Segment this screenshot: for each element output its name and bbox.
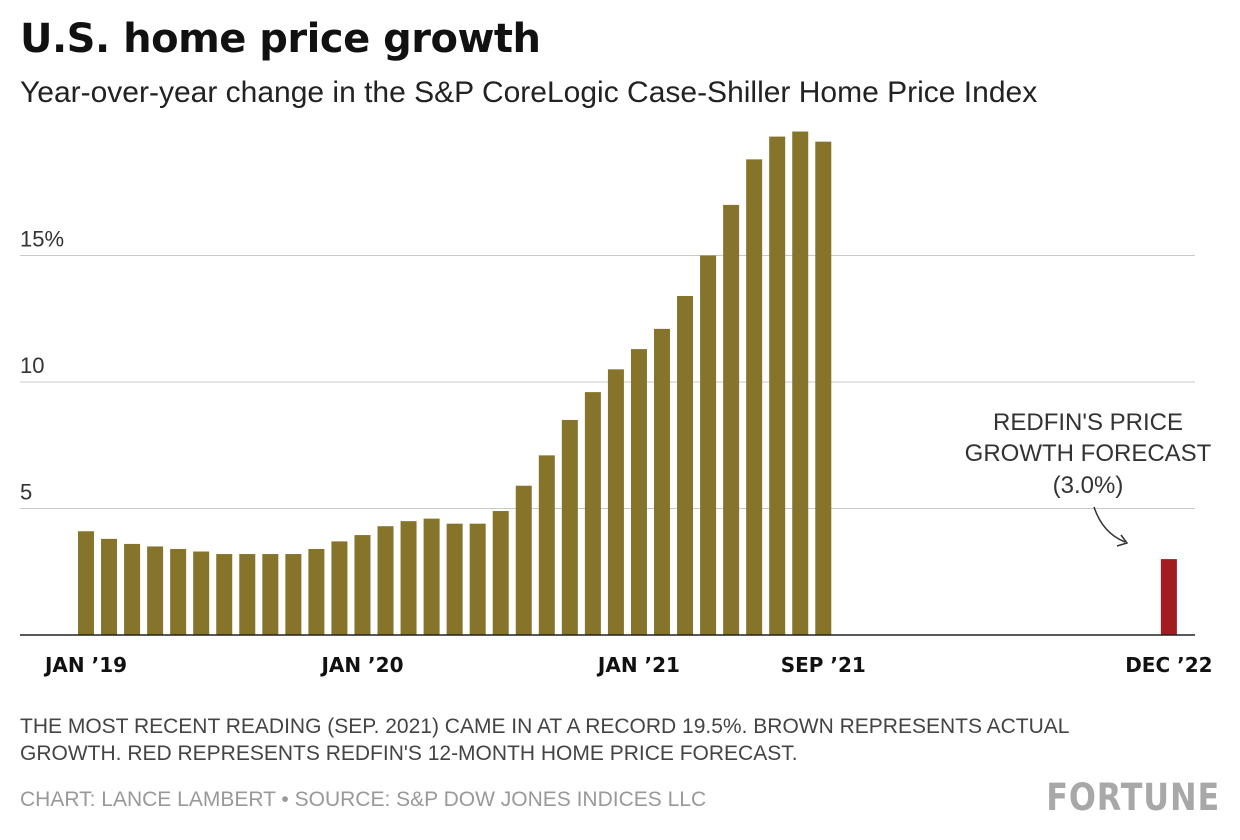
bar-actual xyxy=(723,204,740,635)
bars xyxy=(78,131,1177,636)
annotation-arrow xyxy=(1093,506,1126,543)
bar-actual xyxy=(101,538,118,635)
annotation-line-2: GROWTH FORECAST xyxy=(965,440,1212,467)
annotation-arrowhead xyxy=(1116,534,1129,547)
bar-actual xyxy=(308,548,325,635)
bar-actual xyxy=(124,543,141,635)
bar-actual xyxy=(538,455,555,635)
bar-actual xyxy=(147,546,164,635)
bar-actual xyxy=(584,392,601,635)
bar-actual xyxy=(607,369,624,635)
y-tick-label: 15% xyxy=(20,227,64,252)
forecast-annotation: REDFIN'S PRICE GROWTH FORECAST (3.0%) xyxy=(965,409,1212,547)
bar-forecast xyxy=(1160,559,1177,635)
bar-actual xyxy=(423,518,440,635)
bar-actual xyxy=(492,511,509,635)
bar-actual xyxy=(746,159,763,636)
bar-actual xyxy=(469,523,486,635)
x-tick-label: JAN ’21 xyxy=(596,653,680,677)
bar-actual xyxy=(193,551,210,635)
x-axis-ticks: JAN ’19 JAN ’20 JAN ’21 SEP ’21 DEC ’22 xyxy=(43,653,1213,677)
fortune-logo: FORTUNE xyxy=(1046,776,1220,819)
x-tick-label: JAN ’20 xyxy=(319,653,403,677)
bar-chart: 5 10 15% JAN ’19 JAN ’20 JAN ’21 SEP ’21 DEC ’… xyxy=(20,131,1213,677)
bar-actual xyxy=(78,531,94,635)
bar-actual xyxy=(331,541,348,635)
bar-actual xyxy=(677,295,694,635)
y-axis-ticks: 5 10 15% xyxy=(20,227,64,505)
bar-actual xyxy=(400,521,417,635)
y-tick-label: 10 xyxy=(20,353,44,378)
annotation-line-3: (3.0%) xyxy=(1053,472,1124,499)
bar-actual xyxy=(170,548,187,635)
bar-actual xyxy=(354,535,371,635)
bar-actual xyxy=(792,131,809,635)
bar-actual xyxy=(654,328,670,635)
x-tick-label: SEP ’21 xyxy=(781,653,866,677)
y-tick-label: 5 xyxy=(20,480,32,505)
bar-actual xyxy=(769,136,786,635)
bar-actual xyxy=(700,255,717,635)
bar-actual xyxy=(239,554,256,635)
x-tick-label: DEC ’22 xyxy=(1125,653,1212,677)
chart-credit: CHART: LANCE LAMBERT • SOURCE: S&P DOW J… xyxy=(20,788,707,811)
bar-actual xyxy=(216,554,233,635)
bar-actual xyxy=(446,523,463,635)
bar-actual xyxy=(630,349,647,635)
annotation-line-1: REDFIN'S PRICE xyxy=(993,409,1183,436)
grid-lines xyxy=(20,255,1195,509)
bar-actual xyxy=(262,554,279,635)
bar-actual xyxy=(515,485,532,635)
chart-title: U.S. home price growth xyxy=(20,16,541,62)
bar-actual xyxy=(815,141,832,635)
bar-actual xyxy=(561,419,578,635)
x-tick-label: JAN ’19 xyxy=(43,653,127,677)
chart-note: THE MOST RECENT READING (SEP. 2021) CAME… xyxy=(20,715,1069,765)
chart-subtitle: Year-over-year change in the S&P CoreLog… xyxy=(20,76,1038,109)
bar-actual xyxy=(377,526,394,635)
bar-actual xyxy=(285,554,302,635)
